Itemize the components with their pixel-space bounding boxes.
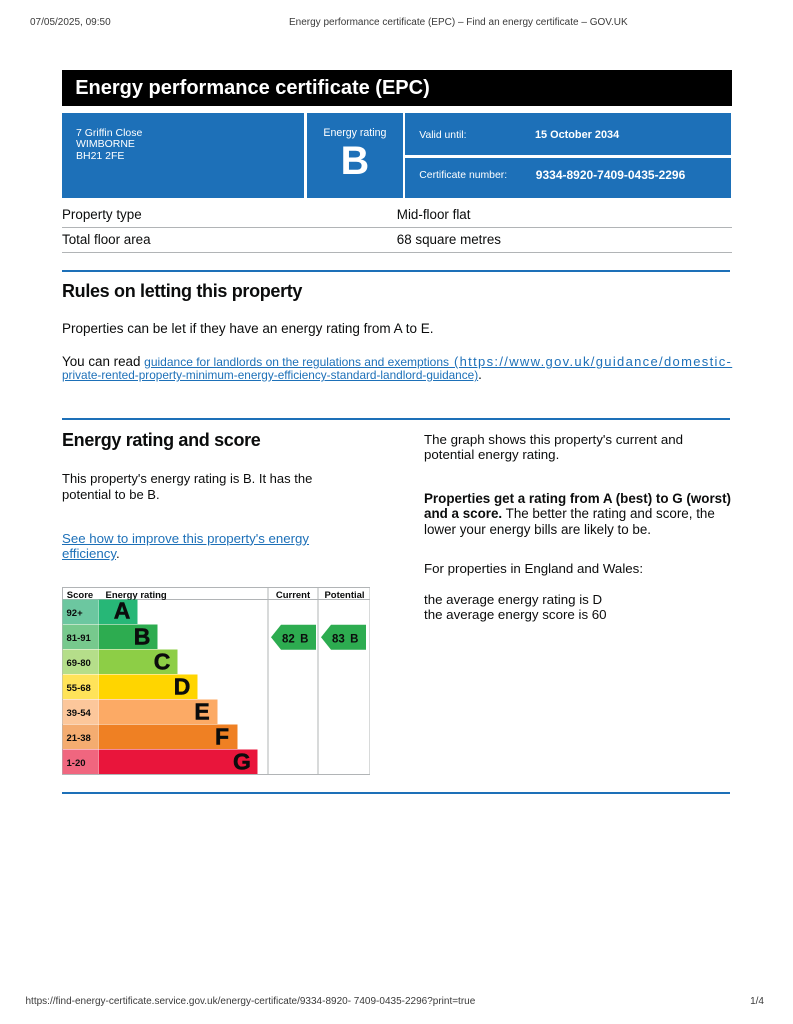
- svg-text:B: B: [300, 634, 308, 646]
- svg-text:69-80: 69-80: [66, 658, 90, 669]
- svg-text:55-68: 55-68: [66, 683, 90, 694]
- svg-text:82: 82: [282, 634, 295, 646]
- svg-text:E: E: [194, 699, 209, 725]
- svg-text:F: F: [214, 724, 228, 750]
- svg-text:83: 83: [332, 634, 345, 646]
- svg-text:A: A: [113, 598, 130, 624]
- svg-text:81-91: 81-91: [66, 633, 91, 644]
- svg-text:Energy rating: Energy rating: [105, 590, 166, 601]
- svg-text:1-20: 1-20: [66, 758, 85, 769]
- svg-text:B: B: [350, 634, 358, 646]
- svg-text:D: D: [173, 674, 190, 700]
- svg-text:Score: Score: [66, 590, 92, 601]
- svg-text:B: B: [133, 624, 150, 650]
- svg-text:21-38: 21-38: [66, 733, 90, 744]
- svg-text:C: C: [153, 649, 170, 675]
- svg-text:39-54: 39-54: [66, 708, 91, 719]
- svg-text:Potential: Potential: [324, 590, 364, 601]
- svg-text:G: G: [233, 749, 251, 775]
- svg-text:92+: 92+: [66, 608, 83, 619]
- svg-text:Current: Current: [275, 590, 310, 601]
